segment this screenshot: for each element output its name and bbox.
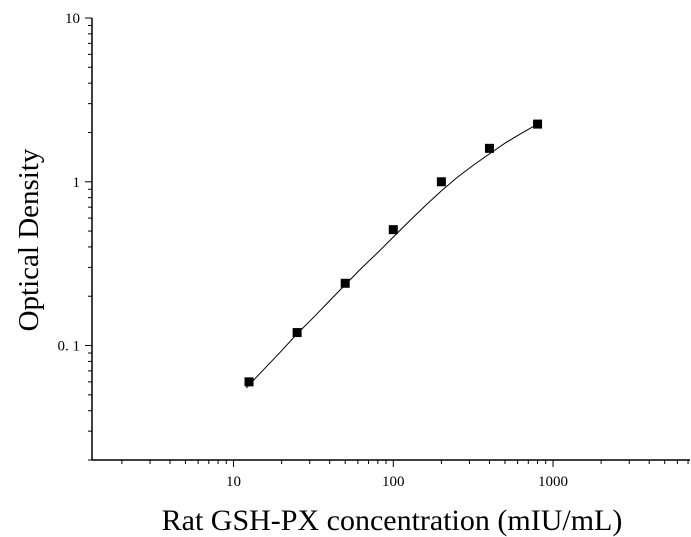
axes — [91, 18, 690, 461]
fit-curve-line — [245, 123, 538, 389]
x-tick-label: 10 — [226, 474, 241, 490]
y-tick-label: 0. 1 — [58, 339, 81, 355]
tick-labels: 10 100 1000 0. 1 1 10 — [58, 11, 569, 490]
x-tick-label: 100 — [382, 474, 405, 490]
axis-ticks — [85, 17, 689, 467]
data-point — [388, 225, 398, 235]
data-point — [292, 328, 302, 338]
data-point — [436, 177, 446, 187]
data-point — [533, 119, 543, 129]
x-axis-title: Rat GSH-PX concentration (mIU/mL) — [162, 504, 623, 537]
y-tick-label: 1 — [73, 175, 81, 191]
data-points — [244, 119, 543, 387]
fit-curve — [245, 123, 538, 389]
x-tick-label: 1000 — [538, 474, 568, 490]
y-tick-label: 10 — [65, 11, 80, 27]
data-point — [484, 143, 494, 153]
data-point — [244, 377, 254, 387]
data-point — [340, 278, 350, 288]
y-axis-title: Optical Density — [13, 148, 45, 331]
